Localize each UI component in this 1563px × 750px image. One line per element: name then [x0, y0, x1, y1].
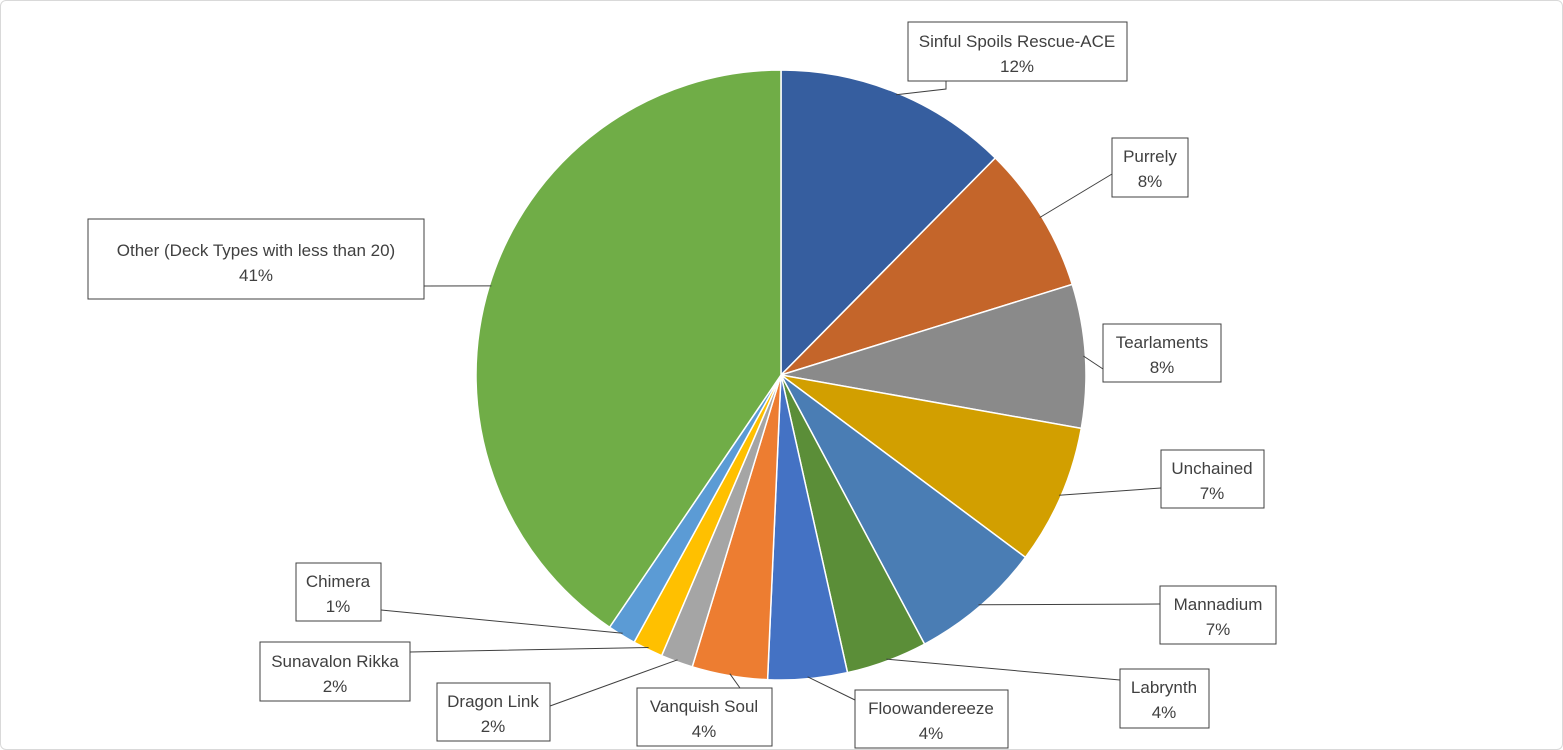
label-percent: 2% — [323, 677, 348, 696]
leader-line-dragon-link — [549, 659, 678, 707]
leader-line-unchained — [1059, 487, 1162, 496]
leader-line-floowandereeze — [807, 676, 856, 701]
leader-line-labrynth — [886, 658, 1121, 681]
pie-slice-unchained — [780, 374, 1083, 559]
label-name: Sunavalon Rikka — [271, 652, 399, 671]
label-sunavalon-rikka: Sunavalon Rikka 2% — [259, 641, 411, 702]
label-tearlaments: Tearlaments 8% — [1102, 323, 1222, 383]
label-floowandereeze: Floowandereeze 4% — [854, 689, 1009, 749]
label-dragon-link: Dragon Link 2% — [436, 682, 551, 742]
label-name: Sinful Spoils Rescue-ACE — [919, 32, 1116, 51]
leader-line-purrely — [1039, 173, 1113, 218]
label-labrynth: Labrynth 4% — [1119, 668, 1210, 729]
pie-slices — [475, 69, 1087, 681]
pie-slice-mannadium — [780, 374, 1027, 646]
label-percent: 4% — [692, 722, 717, 741]
label-name: Tearlaments — [1116, 333, 1209, 352]
leader-line-other-deck-types-with-less-than-20 — [423, 266, 492, 287]
label-percent: 1% — [326, 597, 351, 616]
label-name: Unchained — [1171, 459, 1252, 478]
leader-line-mannadium — [978, 603, 1161, 606]
label-percent: 4% — [1152, 703, 1177, 722]
leader-line-chimera — [380, 609, 623, 634]
leader-line-tearlaments — [1083, 355, 1104, 370]
pie-slice-sinful-spoils-rescue-ace — [780, 69, 997, 377]
label-name: Labrynth — [1131, 678, 1197, 697]
label-percent: 8% — [1150, 358, 1175, 377]
label-percent: 41% — [239, 266, 273, 285]
label-purrely: Purrely 8% — [1111, 137, 1189, 198]
label-unchained: Unchained 7% — [1160, 449, 1265, 509]
leader-line-sunavalon-rikka — [409, 647, 649, 662]
label-vanquish-soul: Vanquish Soul 4% — [636, 687, 773, 747]
label-chimera: Chimera 1% — [295, 562, 382, 622]
label-percent: 8% — [1138, 172, 1163, 191]
label-name: Mannadium — [1174, 595, 1263, 614]
label-name: Other (Deck Types with less than 20) — [117, 241, 395, 260]
data-labels: Sinful Spoils Rescue-ACE 12% Purrely 8% … — [87, 21, 1277, 749]
leader-line-vanquish-soul — [729, 673, 741, 689]
label-sinful-spoils-rescue-ace: Sinful Spoils Rescue-ACE 12% — [907, 21, 1128, 82]
label-name: Dragon Link — [447, 692, 539, 711]
label-name: Vanquish Soul — [650, 697, 758, 716]
pie-slice-tearlaments — [780, 283, 1087, 430]
label-name: Chimera — [306, 572, 371, 591]
label-percent: 12% — [1000, 57, 1034, 76]
label-name: Floowandereeze — [868, 699, 994, 718]
leader-line-sinful-spoils-rescue-ace — [896, 81, 947, 96]
pie-slice-other-deck-types-with-less-than-20 — [475, 69, 782, 629]
label-mannadium: Mannadium 7% — [1159, 585, 1277, 645]
label-other: Other (Deck Types with less than 20) 41% — [87, 218, 425, 300]
label-name: Purrely — [1123, 147, 1177, 166]
label-percent: 7% — [1206, 620, 1231, 639]
label-percent: 2% — [481, 717, 506, 736]
label-percent: 7% — [1200, 484, 1225, 503]
label-percent: 4% — [919, 724, 944, 743]
